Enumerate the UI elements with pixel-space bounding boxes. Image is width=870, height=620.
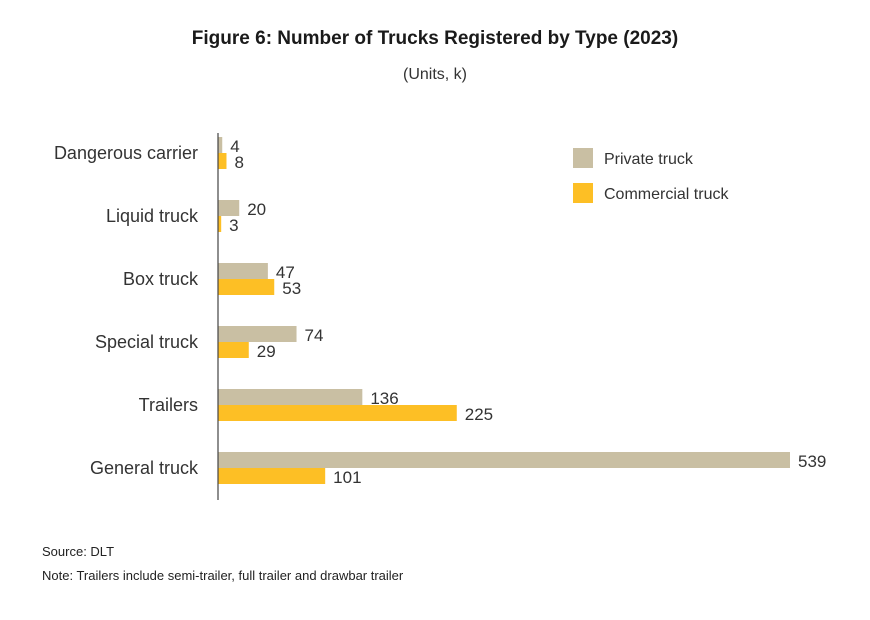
- category-label: Special truck: [95, 332, 199, 352]
- data-label: 53: [282, 279, 301, 298]
- bar-commercial: [218, 216, 222, 232]
- data-label: 8: [234, 153, 243, 172]
- data-label: 225: [465, 405, 493, 424]
- bar-private: [218, 389, 363, 405]
- bar-private: [218, 263, 268, 279]
- bar-private: [218, 137, 223, 153]
- legend-swatch: [573, 183, 593, 203]
- bar-commercial: [218, 342, 249, 358]
- bar-commercial: [218, 468, 326, 484]
- category-label: Liquid truck: [106, 206, 199, 226]
- chart-title: Figure 6: Number of Trucks Registered by…: [191, 28, 679, 49]
- footnote: Note: Trailers include semi-trailer, ful…: [42, 568, 404, 583]
- bar-private: [218, 200, 240, 216]
- data-label: 20: [247, 200, 266, 219]
- data-label: 74: [305, 326, 324, 345]
- data-label: 47: [276, 263, 295, 282]
- legend-label: Commercial truck: [604, 186, 729, 203]
- source-note: Source: DLT: [42, 544, 115, 559]
- data-label: 539: [798, 452, 826, 471]
- data-label: 29: [257, 342, 276, 361]
- chart-subtitle: (Units, k): [403, 66, 467, 83]
- data-label: 101: [333, 468, 361, 487]
- bar-commercial: [218, 405, 457, 421]
- data-label: 136: [370, 389, 398, 408]
- data-label: 3: [229, 216, 238, 235]
- category-label: Trailers: [139, 395, 198, 415]
- bar-private: [218, 452, 790, 468]
- legend-label: Private truck: [604, 151, 694, 168]
- category-label: Dangerous carrier: [54, 143, 198, 163]
- bar-commercial: [218, 279, 275, 295]
- bar-commercial: [218, 153, 227, 169]
- category-label: General truck: [90, 458, 199, 478]
- bar-private: [218, 326, 297, 342]
- data-label: 4: [230, 137, 239, 156]
- category-label: Box truck: [123, 269, 199, 289]
- legend-swatch: [573, 148, 593, 168]
